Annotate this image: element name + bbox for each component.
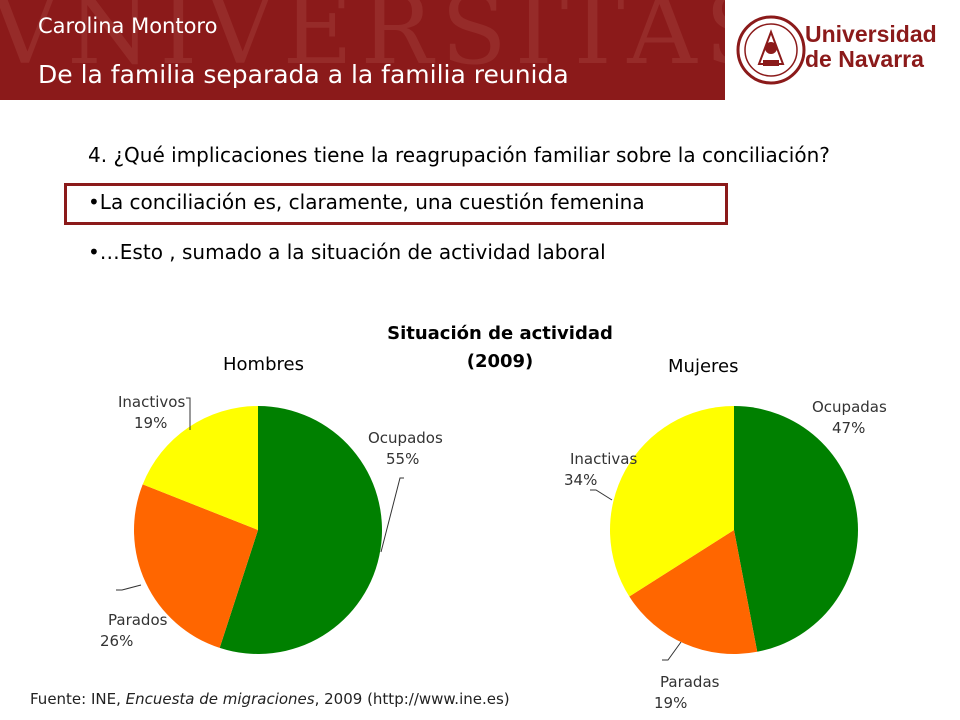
slice-name-inactivos: Inactivos <box>118 393 186 411</box>
bullet-item-1: •La conciliación es, claramente, una cue… <box>88 190 645 214</box>
pie-slice-parados <box>134 484 258 648</box>
slice-pct-inactivas: 34% <box>564 471 598 489</box>
highlight-box <box>64 183 728 225</box>
slice-name-paradas: Paradas <box>660 673 720 691</box>
pie-label-mujeres: Mujeres <box>668 356 739 377</box>
slice-label-ocupados: Ocupados 55% <box>368 428 443 470</box>
leader-lines <box>116 397 682 661</box>
pie-label-hombres: Hombres <box>223 354 304 375</box>
pie-mujeres <box>610 406 858 654</box>
slice-pct-inactivos: 19% <box>134 414 168 432</box>
slide-header: VNIVERSITAS STVDIORVM Carolina Montoro D… <box>0 0 960 100</box>
pie-slice-ocupados <box>219 406 382 654</box>
pie-slice-inactivas <box>610 406 734 597</box>
leader-line-inactivos <box>186 397 191 430</box>
slice-label-inactivas: Inactivas 34% <box>564 449 638 491</box>
slice-pct-parados: 26% <box>100 632 134 650</box>
leader-line-ocupados <box>380 477 404 553</box>
slice-label-parados: Parados 26% <box>100 610 168 652</box>
slice-pct-paradas: 19% <box>654 694 688 712</box>
logo-line-1: Universidad <box>805 21 937 47</box>
bullet-text-2: …Esto , sumado a la situación de activid… <box>99 240 606 264</box>
source-footer: Fuente: INE, Encuesta de migraciones, 20… <box>30 690 510 708</box>
chart-title: Situación de actividad (2009) <box>340 320 660 376</box>
university-logo: Universidad de Navarra <box>725 0 960 100</box>
question-heading: 4. ¿Qué implicaciones tiene la reagrupac… <box>88 143 830 167</box>
footer-prefix: Fuente: INE, <box>30 690 126 708</box>
logo-line-2: de Navarra <box>805 46 924 72</box>
pie-hombres <box>134 406 382 654</box>
presentation-subtitle: De la familia separada a la familia reun… <box>38 60 569 89</box>
footer-suffix: , 2009 (http://www.ine.es) <box>314 690 510 708</box>
leader-line-paradas <box>662 641 682 661</box>
author-name: Carolina Montoro <box>38 14 218 38</box>
slice-label-ocupadas: Ocupadas 47% <box>812 397 887 439</box>
leader-line-inactivas <box>590 489 613 501</box>
slice-name-parados: Parados <box>108 611 168 629</box>
slice-label-paradas: Paradas 19% <box>654 672 720 714</box>
pie-slice-paradas <box>629 530 758 654</box>
leader-line-parados <box>116 584 142 591</box>
pie-slice-inactivos <box>142 406 258 530</box>
slice-name-ocupadas: Ocupadas <box>812 398 887 416</box>
slice-name-inactivas: Inactivas <box>570 450 638 468</box>
slice-pct-ocupados: 55% <box>386 450 420 468</box>
university-seal-icon <box>736 15 806 85</box>
footer-source-title: Encuesta de migraciones <box>125 690 315 708</box>
bullet-text-1: La conciliación es, claramente, una cues… <box>99 190 645 214</box>
bullet-item-2: •…Esto , sumado a la situación de activi… <box>88 240 606 264</box>
chart-title-line-2: (2009) <box>466 351 534 372</box>
slice-name-ocupados: Ocupados <box>368 429 443 447</box>
bullet-glyph: • <box>88 190 100 214</box>
slice-label-inactivos: Inactivos 19% <box>118 392 185 434</box>
university-logo-text: Universidad de Navarra <box>805 22 937 72</box>
slice-pct-ocupadas: 47% <box>832 419 866 437</box>
pie-slice-ocupadas <box>734 406 858 652</box>
bullet-glyph: • <box>88 240 100 264</box>
chart-title-line-1: Situación de actividad <box>387 323 613 344</box>
